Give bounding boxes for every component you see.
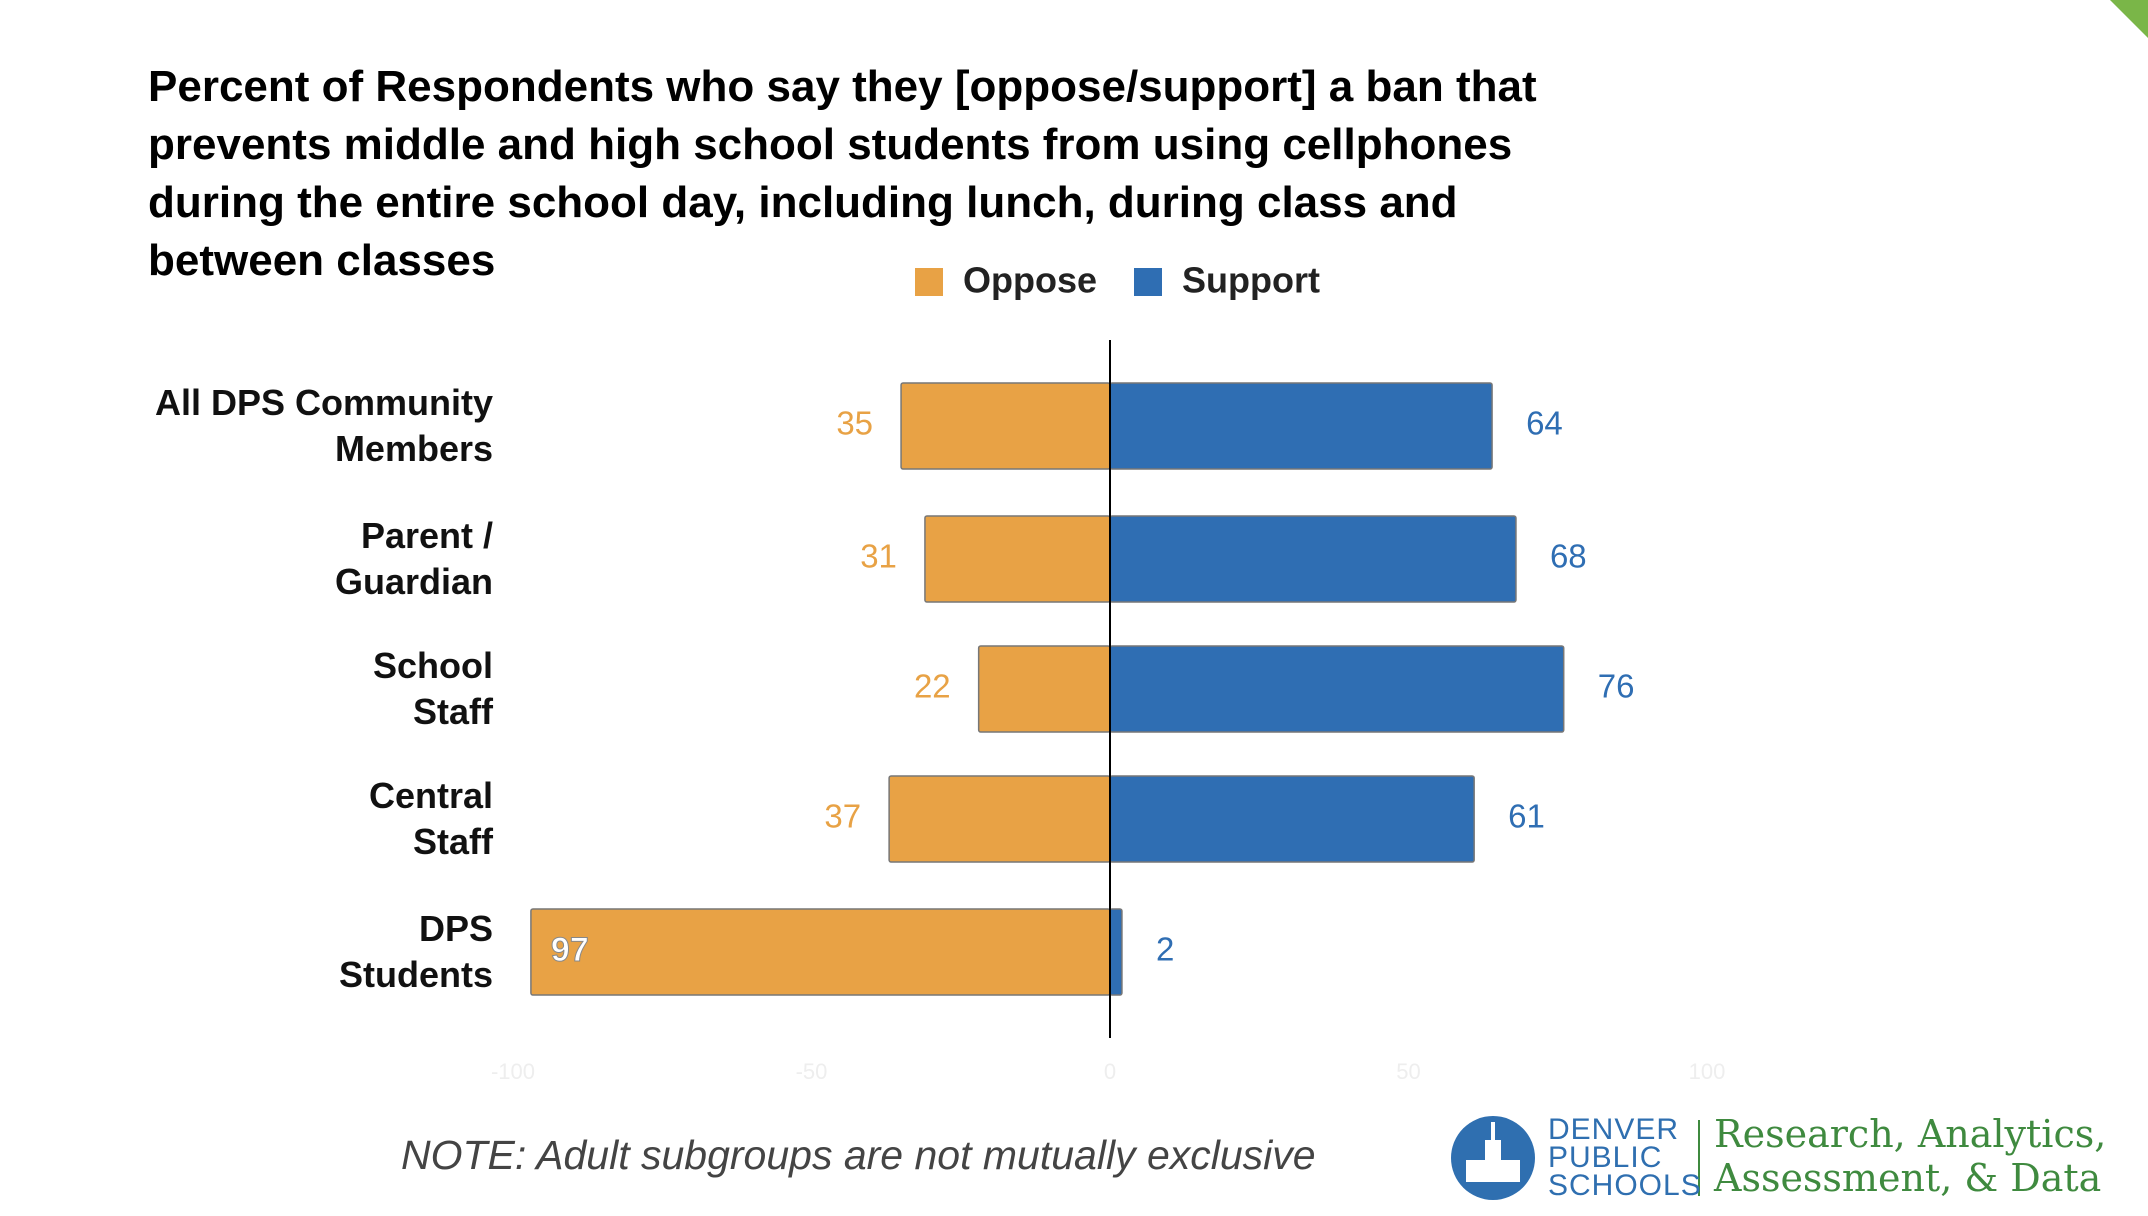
value-label: 2 [1156,931,1174,968]
x-tick-label: 100 [1689,1059,1726,1084]
bar [977,645,1111,733]
x-tick-label: 50 [1396,1059,1420,1084]
chart-title: Percent of Respondents who say they [opp… [148,62,1537,285]
category-label: Parent / Guardian [334,515,493,602]
bar [900,382,1111,470]
category-label: School Staff [372,645,493,732]
category-label: DPS Students [338,908,493,995]
logo-icon [1451,1116,1535,1200]
legend-label: Support [1182,260,1320,301]
x-tick-label: -100 [491,1059,535,1084]
category-label: Central Staff [368,775,493,862]
value-label: 97 [551,931,589,969]
legend-label: Oppose [963,260,1097,301]
department: Research, Analytics, Assessment, & Data [1714,1112,2107,1200]
value-label: 22 [914,668,951,705]
bar [1109,775,1475,863]
corner-accent [2110,0,2148,38]
value-label: 61 [1508,798,1545,835]
x-tick-label: -50 [796,1059,828,1084]
value-label: 31 [860,538,897,575]
bar [924,515,1111,603]
value-label: 68 [1550,538,1587,575]
bar [1109,908,1123,996]
value-label: 37 [824,798,861,835]
bar [888,775,1111,863]
bar [1109,382,1493,470]
legend-swatch [1134,268,1162,296]
x-tick-label: 0 [1104,1059,1116,1084]
value-label: 76 [1598,668,1635,705]
value-label: 64 [1526,405,1563,442]
bar [1109,645,1565,733]
legend-swatch [915,268,943,296]
value-label: 35 [836,405,873,442]
note: NOTE: Adult subgroups are not mutually e… [401,1132,1316,1178]
bar [530,908,1111,996]
logo-text: DENVER PUBLIC SCHOOLS [1548,1113,1702,1202]
category-label: All DPS Community Members [154,382,493,469]
bar [1109,515,1517,603]
